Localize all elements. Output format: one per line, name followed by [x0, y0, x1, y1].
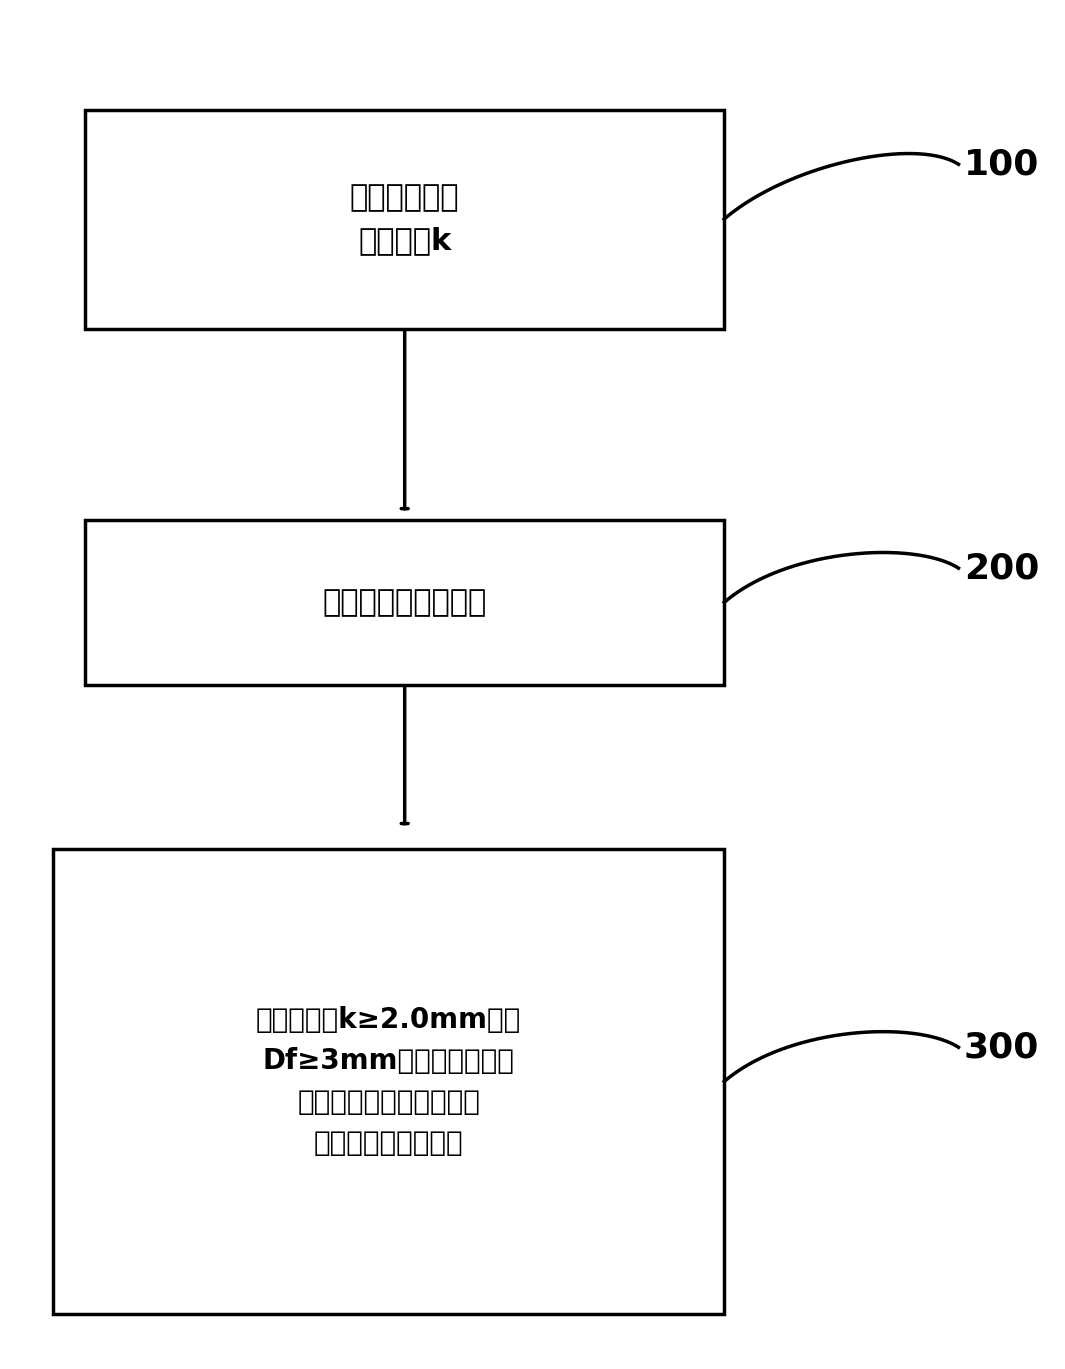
FancyBboxPatch shape — [85, 110, 724, 329]
FancyBboxPatch shape — [53, 849, 724, 1314]
FancyBboxPatch shape — [85, 520, 724, 684]
Text: 300: 300 — [964, 1031, 1039, 1064]
Text: 定义平准盘的
选择因子k: 定义平准盘的 选择因子k — [350, 183, 459, 255]
Text: 确定烟支的质量要求: 确定烟支的质量要求 — [323, 587, 487, 617]
Text: 对选择因子k≥2.0mm，且
Df≥3mm的平准盘逐个进
行测试，直到找到满足所
述质量要求的平准盘: 对选择因子k≥2.0mm，且 Df≥3mm的平准盘逐个进 行测试，直到找到满足所… — [256, 1006, 522, 1157]
Text: 100: 100 — [964, 148, 1039, 181]
Text: 200: 200 — [964, 552, 1039, 585]
